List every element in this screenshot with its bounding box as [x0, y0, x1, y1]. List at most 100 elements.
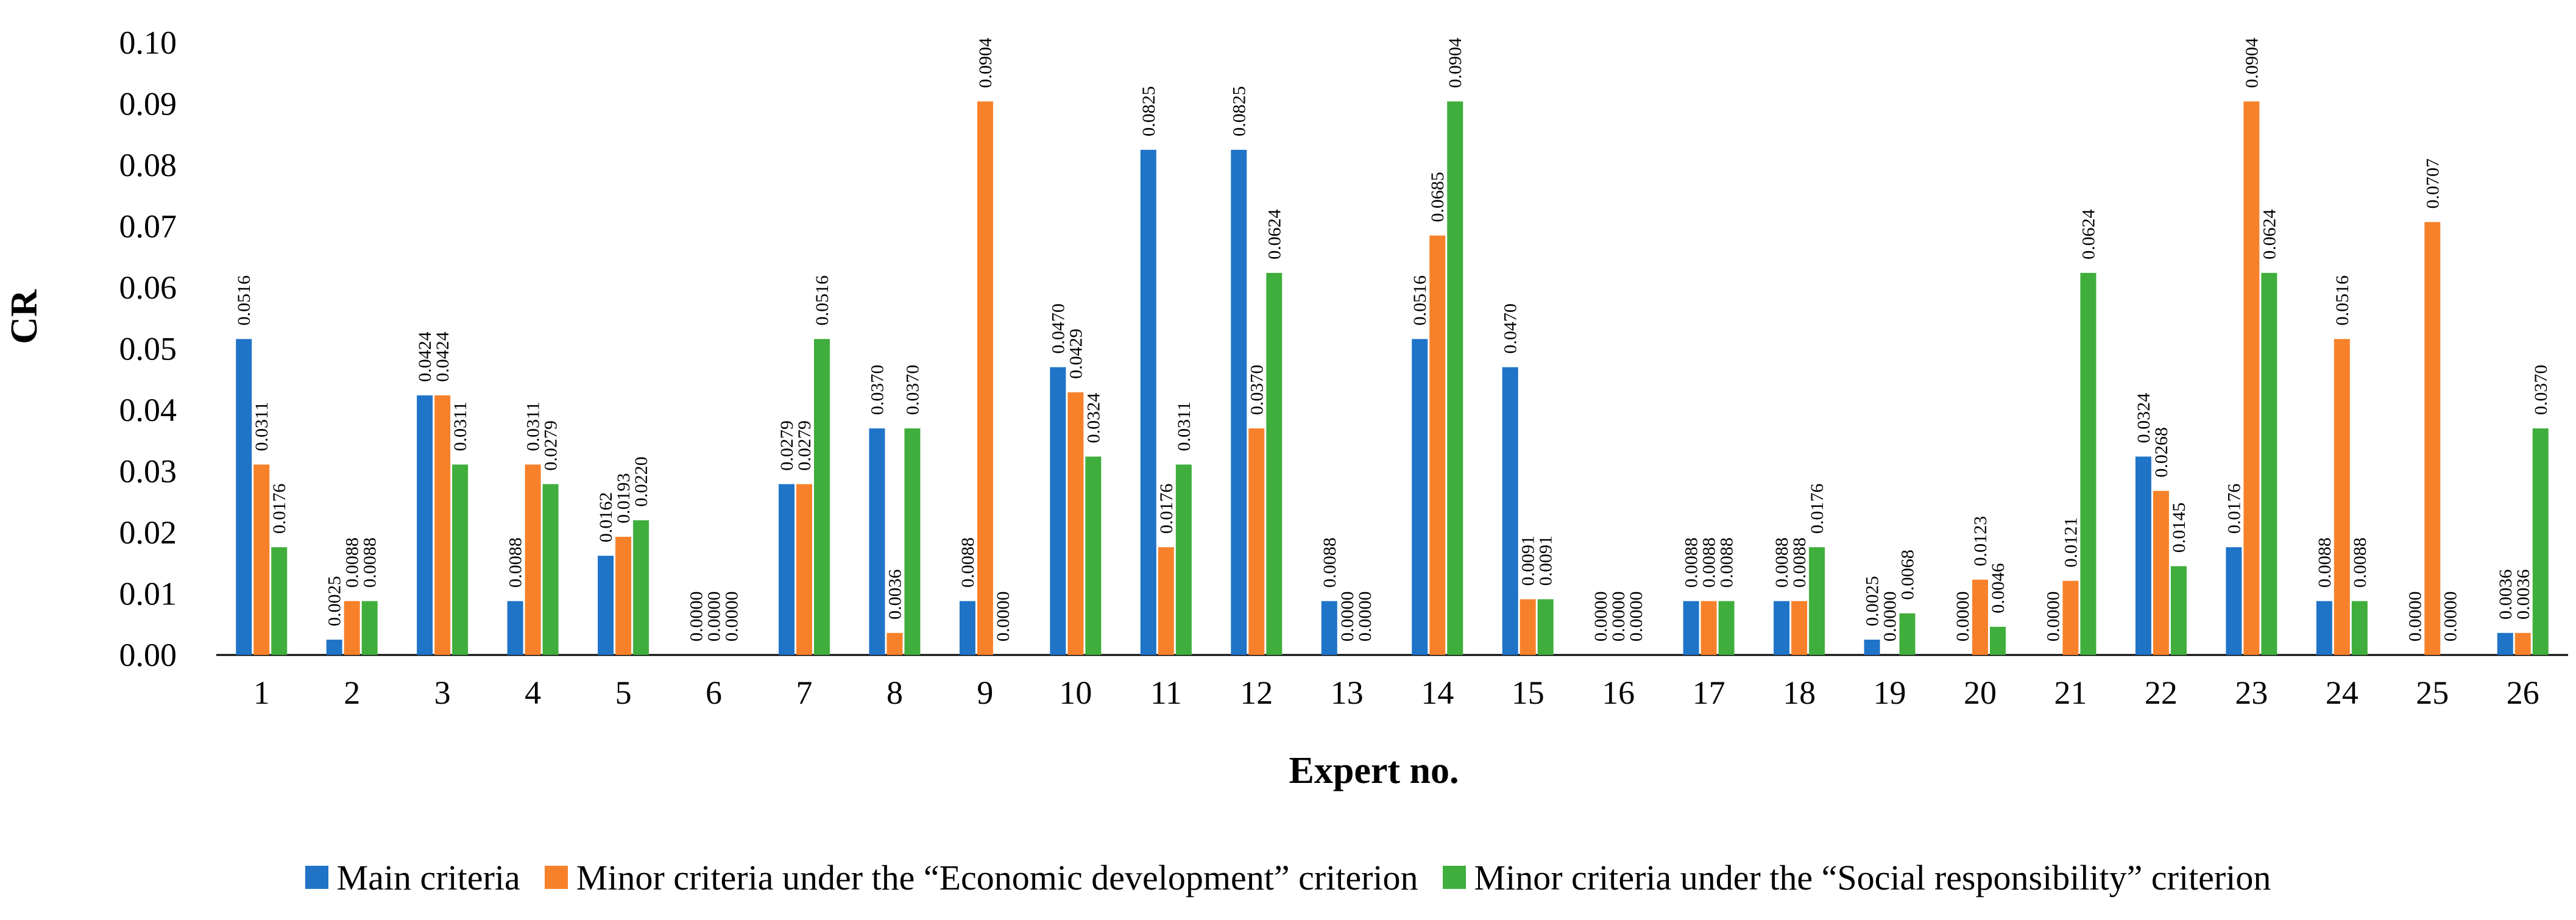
bar [615, 537, 632, 655]
bar [1774, 601, 1790, 655]
x-tick-label: 16 [1602, 674, 1635, 711]
bar [959, 601, 975, 655]
data-label: 0.0516 [812, 275, 832, 326]
data-label: 0.0624 [2078, 209, 2098, 260]
bar [977, 101, 993, 656]
x-axis-ticks: 1 2 3 4 5 6 7 8 9 10 11 12 13 14 15 16 17 18 19 20 21 22 23 24 2… [253, 674, 2539, 711]
bar [1067, 392, 1084, 655]
data-label: 0.0088 [506, 537, 526, 588]
data-label: 0.0123 [1970, 516, 1990, 567]
x-tick-label: 4 [525, 674, 541, 711]
bars-group [236, 101, 2549, 656]
bar [1321, 601, 1337, 655]
data-label: 0.0904 [2242, 38, 2262, 88]
data-label: 0.0000 [2440, 592, 2460, 642]
legend-label-social: Minor criteria under the “Social respons… [1474, 857, 2271, 897]
y-tick-label: 0.06 [119, 269, 177, 306]
x-tick-label: 10 [1059, 674, 1092, 711]
bar [796, 484, 812, 655]
bar [1502, 367, 1518, 655]
bar [779, 484, 794, 655]
bar [236, 339, 252, 655]
legend-label-main: Main criteria [336, 857, 520, 897]
data-label: 0.0424 [433, 331, 453, 382]
data-label: 0.0516 [2332, 275, 2352, 326]
cr-bar-chart: 0.00 0.01 0.02 0.03 0.04 0.05 0.06 0.07 0.08 0.09… [4, 24, 2568, 791]
bar [1158, 547, 1174, 655]
y-tick-label: 0.07 [119, 208, 177, 245]
data-label: 0.0088 [2315, 537, 2335, 588]
x-tick-label: 26 [2507, 674, 2539, 711]
bar [2170, 566, 2187, 655]
y-axis-title: CR [4, 289, 45, 344]
bar [2243, 101, 2260, 656]
bar [1085, 456, 1102, 655]
bar [361, 601, 378, 655]
bar [1447, 101, 1463, 656]
bar [1248, 428, 1265, 655]
bar [869, 428, 885, 655]
legend: Main criteria Minor criteria under the “… [0, 853, 2576, 902]
data-label: 0.0000 [1608, 592, 1629, 642]
x-tick-label: 5 [615, 674, 632, 711]
data-label: 0.0162 [596, 492, 616, 543]
data-label: 0.0000 [1880, 592, 1900, 642]
data-label: 0.0025 [325, 576, 345, 626]
data-label: 0.0036 [2513, 569, 2533, 620]
data-label: 0.0707 [2422, 158, 2443, 209]
data-label: 0.0088 [342, 537, 363, 588]
bar [1429, 235, 1446, 655]
bar [814, 339, 830, 655]
x-tick-label: 3 [434, 674, 451, 711]
data-label: 0.0000 [722, 592, 742, 642]
bar [1175, 464, 1192, 655]
data-label: 0.0176 [1156, 484, 1177, 534]
bar [2424, 222, 2441, 656]
data-label: 0.0176 [269, 484, 289, 534]
bar [904, 428, 921, 655]
y-tick-label: 0.05 [119, 331, 177, 367]
x-tick-label: 17 [1693, 674, 1725, 711]
bar [2497, 632, 2513, 655]
legend-item-main: Main criteria [305, 857, 520, 898]
data-label: 0.0000 [1355, 592, 1375, 642]
legend-swatch-social [1442, 866, 1466, 889]
bar [1791, 601, 1808, 655]
bar [1140, 149, 1156, 655]
x-tick-label: 18 [1783, 674, 1816, 711]
data-label: 0.0068 [1898, 550, 1918, 600]
bar [2135, 456, 2151, 655]
y-axis-ticks: 0.00 0.01 0.02 0.03 0.04 0.05 0.06 0.07 0.08 0.09… [119, 24, 177, 673]
data-label: 0.0046 [1988, 563, 2008, 614]
data-label: 0.0311 [252, 402, 272, 451]
bar [2080, 272, 2097, 655]
data-label: 0.0091 [1536, 536, 1556, 586]
data-label: 0.0904 [1445, 38, 1465, 88]
x-tick-label: 8 [886, 674, 903, 711]
data-labels-group: 0.0516 0.0025 0.0424 0.0088 0.0162 0.0000 0.02… [234, 38, 2551, 642]
data-label: 0.0516 [234, 275, 254, 326]
bar [886, 632, 903, 655]
bar [1718, 601, 1735, 655]
data-label: 0.0370 [2531, 365, 2551, 416]
bar [1700, 601, 1717, 655]
x-tick-label: 14 [1421, 674, 1454, 711]
data-label: 0.0088 [1772, 537, 1792, 588]
bar [2062, 581, 2079, 655]
bar [2514, 632, 2531, 655]
data-label: 0.0121 [2061, 517, 2081, 568]
x-tick-label: 24 [2326, 674, 2358, 711]
data-label: 0.0145 [2169, 503, 2189, 553]
x-tick-label: 25 [2416, 674, 2449, 711]
data-label: 0.0000 [1591, 592, 1611, 642]
data-label: 0.0088 [958, 537, 978, 588]
x-tick-label: 6 [706, 674, 722, 711]
data-label: 0.0429 [1066, 328, 1086, 379]
data-label: 0.0000 [2043, 592, 2063, 642]
x-tick-label: 21 [2054, 674, 2087, 711]
data-label: 0.0324 [1083, 393, 1103, 444]
y-tick-label: 0.00 [119, 637, 177, 673]
data-label: 0.0279 [777, 420, 797, 471]
bar [633, 520, 649, 655]
x-tick-label: 2 [344, 674, 360, 711]
